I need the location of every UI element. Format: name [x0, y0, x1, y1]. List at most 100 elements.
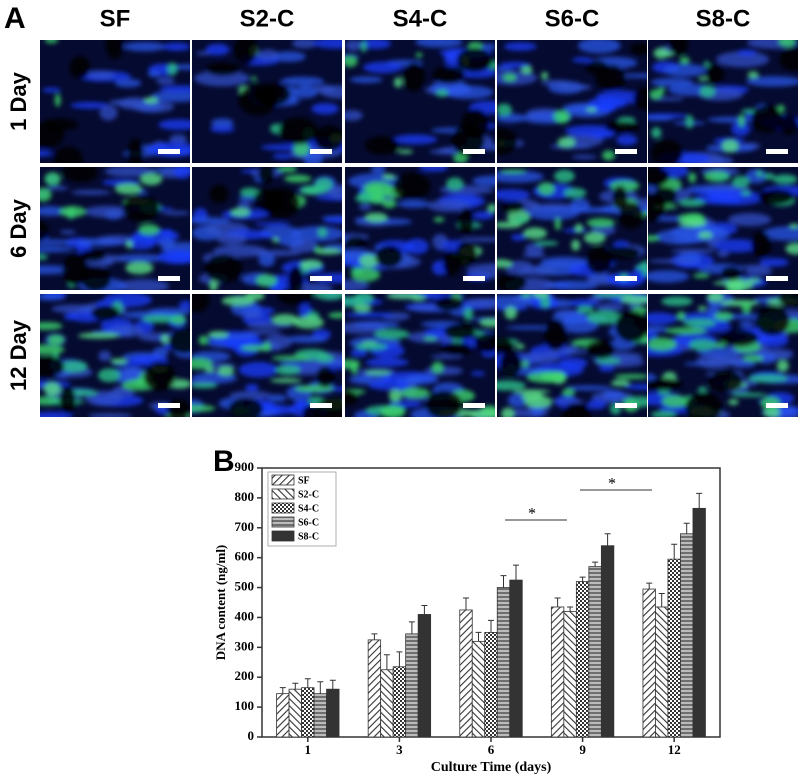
- fiber: [408, 303, 444, 312]
- legend-swatch: [271, 502, 295, 514]
- pore: [585, 340, 616, 360]
- pore: [750, 230, 772, 258]
- micrograph: [648, 167, 798, 290]
- cell: [382, 173, 396, 180]
- fiber: [418, 167, 449, 172]
- fiber: [216, 232, 247, 245]
- cell: [355, 343, 388, 351]
- pore: [708, 369, 744, 393]
- row-label: 1 Day: [6, 71, 31, 130]
- fiber: [63, 313, 78, 321]
- cell: [523, 227, 548, 239]
- fiber: [648, 258, 696, 264]
- fiber: [572, 57, 594, 63]
- fiber: [150, 90, 190, 103]
- pore: [543, 319, 568, 351]
- pore: [648, 167, 671, 187]
- pore: [442, 250, 461, 277]
- fiber: [745, 76, 798, 87]
- scale-bar: [766, 149, 788, 154]
- fiber: [565, 385, 612, 391]
- cell: [586, 310, 622, 325]
- fiber: [313, 40, 342, 49]
- fiber: [98, 350, 112, 362]
- bar: [575, 581, 590, 738]
- scale-bar: [158, 276, 180, 281]
- y-tick-label: 300: [235, 638, 255, 653]
- x-axis-label: Culture Time (days): [431, 760, 552, 775]
- pore: [450, 124, 486, 156]
- legend-swatch: [271, 530, 295, 542]
- pore: [143, 361, 176, 392]
- error-bar: [488, 619, 494, 633]
- fiber: [253, 222, 291, 227]
- pore: [105, 40, 125, 60]
- pore: [720, 329, 759, 347]
- fiber: [352, 320, 400, 329]
- cell: [270, 378, 302, 383]
- fiber: [739, 321, 755, 328]
- cell: [110, 358, 128, 365]
- cell: [693, 273, 710, 279]
- cell: [541, 71, 549, 80]
- cell: [593, 294, 634, 297]
- pore: [166, 398, 190, 417]
- cell: [293, 141, 310, 156]
- cell: [284, 174, 312, 183]
- fiber: [311, 103, 339, 115]
- legend-swatch: [271, 488, 295, 500]
- pore: [62, 167, 99, 183]
- cell: [499, 169, 527, 174]
- fiber: [74, 238, 124, 247]
- error-bar: [383, 654, 390, 670]
- fiber: [157, 250, 190, 265]
- fiber: [577, 40, 621, 54]
- bar: [313, 693, 327, 738]
- fiber: [424, 366, 464, 376]
- fiber: [648, 115, 674, 121]
- fiber: [370, 167, 386, 174]
- y-tick-label: 700: [235, 519, 255, 534]
- y-axis-label: DNA content (ng/ml): [213, 545, 228, 661]
- image-content: [192, 294, 342, 417]
- cell: [554, 169, 575, 183]
- legend-label: SF: [298, 475, 310, 486]
- image-content: [497, 294, 647, 417]
- fiber: [564, 125, 617, 137]
- cell: [727, 399, 739, 405]
- scale-bar: [463, 276, 485, 281]
- cell: [679, 56, 690, 64]
- fiber: [648, 270, 690, 283]
- cell: [685, 114, 694, 129]
- cell: [540, 296, 551, 309]
- fiber: [243, 311, 263, 319]
- cell: [512, 389, 551, 394]
- cell: [712, 174, 731, 181]
- fiber: [358, 203, 372, 211]
- fiber: [194, 70, 250, 87]
- fiber: [466, 297, 495, 303]
- cell: [620, 295, 647, 305]
- cell: [43, 381, 61, 396]
- fiber: [368, 379, 411, 391]
- cell: [400, 387, 430, 398]
- y-tick-label: 200: [235, 668, 255, 683]
- pore: [439, 341, 473, 357]
- image-content: [345, 167, 495, 290]
- cell: [776, 360, 789, 372]
- cell: [59, 206, 86, 218]
- image-content: [192, 167, 342, 290]
- pore: [668, 40, 689, 56]
- cell: [328, 312, 342, 319]
- error-bar: [396, 651, 403, 667]
- y-tick-label: 400: [235, 608, 255, 623]
- cell: [353, 304, 372, 313]
- fiber: [162, 42, 190, 51]
- pore: [203, 253, 243, 283]
- column-header: S2-C: [240, 5, 295, 32]
- cell: [351, 268, 381, 282]
- error-bar: [279, 687, 286, 694]
- pore: [402, 61, 425, 92]
- image-content: [345, 294, 495, 417]
- bar: [380, 669, 394, 738]
